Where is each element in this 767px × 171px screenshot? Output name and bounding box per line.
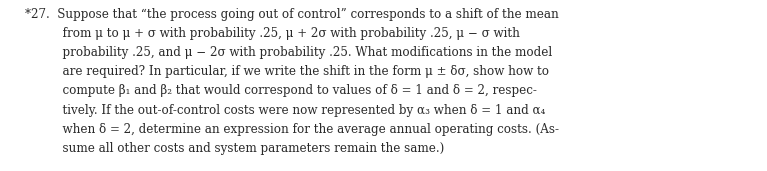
Text: *27.  Suppose that “the process going out of control” corresponds to a shift of : *27. Suppose that “the process going out…	[25, 8, 559, 155]
